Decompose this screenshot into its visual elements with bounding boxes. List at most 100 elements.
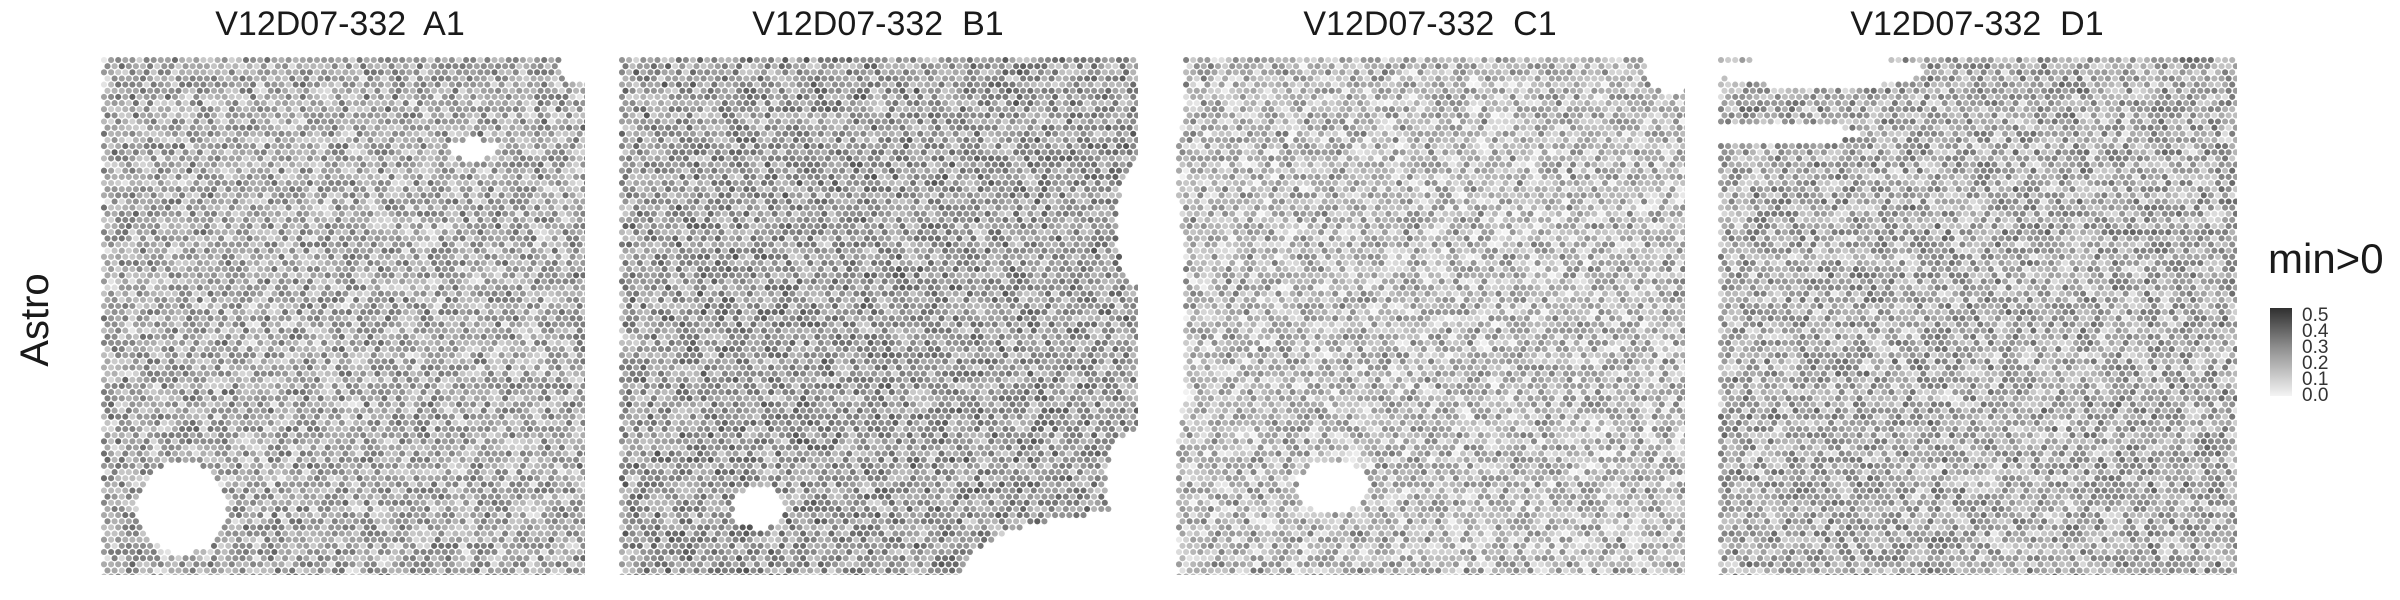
spot xyxy=(431,346,438,353)
spot xyxy=(129,327,136,334)
spot xyxy=(111,321,118,328)
spot xyxy=(441,81,448,88)
spot xyxy=(299,327,306,334)
spot xyxy=(118,505,125,513)
spot xyxy=(498,413,505,420)
spot xyxy=(541,106,548,113)
spot xyxy=(534,389,541,396)
spot xyxy=(424,456,431,463)
spot xyxy=(104,63,111,70)
spot xyxy=(427,118,434,125)
spot xyxy=(445,481,452,488)
spot xyxy=(452,198,459,205)
spot xyxy=(310,149,317,156)
spot xyxy=(200,69,207,76)
spot xyxy=(452,309,459,316)
spot xyxy=(438,395,445,402)
spot xyxy=(125,481,132,488)
spot xyxy=(250,253,257,260)
spot xyxy=(260,259,267,267)
spot xyxy=(285,143,292,150)
spot xyxy=(548,253,555,260)
spot xyxy=(218,407,225,414)
spot xyxy=(317,444,324,451)
spot xyxy=(384,290,392,297)
spot xyxy=(459,407,466,414)
spot xyxy=(292,487,299,494)
spot xyxy=(395,358,402,365)
spot xyxy=(278,204,285,211)
spot xyxy=(402,198,409,205)
spot xyxy=(150,352,157,359)
spot xyxy=(342,216,349,223)
spot xyxy=(203,112,210,119)
spot xyxy=(427,155,434,162)
spot xyxy=(537,235,544,242)
spot xyxy=(246,346,253,353)
spot xyxy=(171,93,179,100)
spot xyxy=(519,241,526,248)
spot xyxy=(282,100,289,107)
spot xyxy=(239,149,246,156)
spot xyxy=(313,278,321,285)
spot xyxy=(413,425,420,433)
spot xyxy=(331,223,338,230)
spot xyxy=(395,75,402,82)
spot xyxy=(125,395,132,402)
spot xyxy=(296,149,303,156)
spot xyxy=(168,136,175,144)
spot xyxy=(111,235,118,242)
spot xyxy=(168,382,175,390)
spot xyxy=(335,462,342,469)
spot xyxy=(232,419,239,426)
spot xyxy=(193,438,200,445)
spot xyxy=(161,112,168,119)
spot xyxy=(235,487,242,494)
spot xyxy=(168,346,175,353)
spot xyxy=(551,87,558,94)
spot xyxy=(115,216,122,223)
spot xyxy=(210,136,218,144)
spot xyxy=(164,376,171,383)
spot xyxy=(463,229,470,236)
spot xyxy=(558,321,565,328)
spot xyxy=(321,512,328,519)
spot xyxy=(179,241,186,248)
spot xyxy=(125,505,132,513)
spot xyxy=(324,432,331,439)
spot xyxy=(427,475,434,482)
spot xyxy=(445,444,452,451)
spot xyxy=(207,118,214,125)
spot xyxy=(296,284,303,291)
spot xyxy=(370,290,377,297)
spot xyxy=(289,272,296,279)
spot xyxy=(495,198,502,205)
spot xyxy=(470,266,477,273)
spot xyxy=(384,106,392,113)
spot xyxy=(388,247,395,254)
spot xyxy=(282,309,289,316)
spot xyxy=(150,93,157,100)
spot xyxy=(122,155,129,162)
spot xyxy=(331,75,338,82)
spot xyxy=(125,370,132,377)
spot xyxy=(477,425,484,433)
spot xyxy=(392,499,399,506)
spot xyxy=(505,438,512,445)
spot xyxy=(416,149,423,156)
spot xyxy=(512,192,519,199)
spot xyxy=(576,155,583,162)
spot xyxy=(200,56,207,64)
spot xyxy=(139,272,147,279)
spot xyxy=(157,425,164,433)
spot xyxy=(402,100,409,107)
spot xyxy=(374,149,381,156)
spot xyxy=(530,63,537,70)
spot xyxy=(555,290,562,297)
spot xyxy=(207,155,214,162)
spot xyxy=(519,56,526,64)
spot xyxy=(154,296,161,303)
spot xyxy=(264,192,271,199)
spot xyxy=(310,321,317,328)
spot xyxy=(377,302,384,310)
